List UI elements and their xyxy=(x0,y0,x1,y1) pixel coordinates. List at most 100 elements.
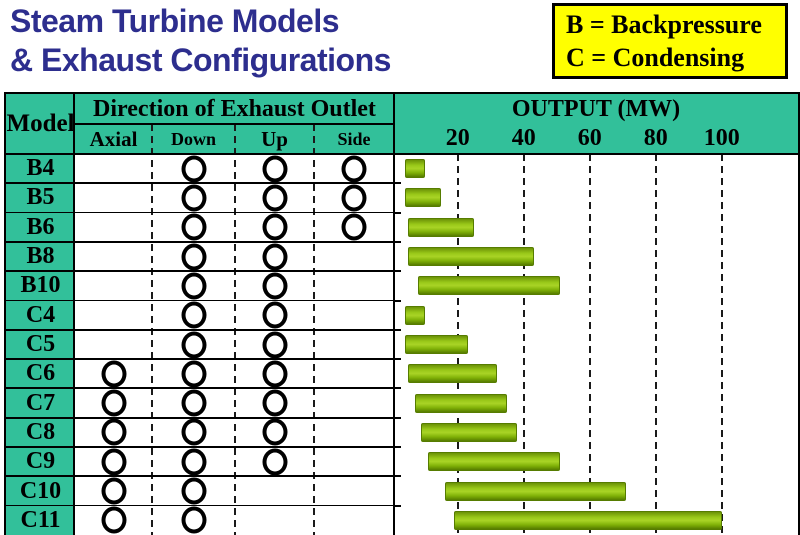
outlet-circle-b5-up xyxy=(262,184,287,212)
outlet-circle-c9-up xyxy=(262,448,287,476)
model-label-b5: B5 xyxy=(26,184,55,211)
model-label-b10: B10 xyxy=(20,272,61,299)
row-boundary-tick xyxy=(394,299,401,302)
output-bar-b8 xyxy=(408,247,534,267)
row-boundary-tick xyxy=(394,270,401,273)
page-title-line1: Steam Turbine Models xyxy=(10,3,340,39)
outlet-circle-c5-up xyxy=(262,331,287,358)
model-label-c8: C8 xyxy=(25,418,56,445)
outlet-circle-c8-up xyxy=(262,418,287,446)
outlet-circle-c8-down xyxy=(181,418,206,446)
row-separator xyxy=(6,387,394,390)
row-separator xyxy=(6,446,394,448)
row-boundary-tick xyxy=(394,387,401,390)
output-bar-b4 xyxy=(404,159,425,179)
output-bar-c5 xyxy=(404,335,468,354)
model-label-c10: C10 xyxy=(19,477,62,504)
output-bar-c4 xyxy=(404,305,425,325)
column-header-axial: Axial xyxy=(89,126,138,151)
row-separator xyxy=(6,299,394,302)
output-chart xyxy=(394,94,798,535)
header-underline xyxy=(6,152,798,155)
model-label-c4: C4 xyxy=(25,301,56,328)
row-boundary-tick xyxy=(394,240,401,243)
output-bar-b6 xyxy=(408,217,475,237)
row-boundary-tick xyxy=(394,182,401,185)
model-label-b8: B8 xyxy=(26,243,55,270)
outlet-circle-c4-down xyxy=(181,301,206,329)
row-boundary-tick xyxy=(394,328,401,331)
axis-tick-60: 60 xyxy=(577,125,602,151)
outlet-circle-c4-up xyxy=(262,301,287,329)
legend-item-backpressure: B = Backpressure xyxy=(566,10,762,39)
output-bar-c7 xyxy=(414,393,508,413)
row-separator xyxy=(6,328,394,331)
column-header-output: OUTPUT (MW) xyxy=(511,96,681,122)
row-boundary-tick xyxy=(394,358,401,361)
row-boundary-tick xyxy=(394,475,401,478)
outlet-circle-c9-down xyxy=(181,448,206,476)
outlet-circle-b5-side xyxy=(341,184,367,212)
row-separator xyxy=(6,182,394,185)
outlet-circle-b6-up xyxy=(262,213,287,241)
column-header-side: Side xyxy=(337,128,371,149)
legend-box: B = Backpressure C = Condensing xyxy=(552,3,788,79)
outlet-circle-b8-down xyxy=(181,243,206,271)
outlet-circle-c7-down xyxy=(181,389,206,417)
outlet-circle-b8-up xyxy=(262,243,287,271)
outlet-circle-b4-down xyxy=(181,155,206,183)
outlet-circle-c9-axial xyxy=(101,448,126,476)
row-boundary-tick xyxy=(394,446,401,449)
axis-tick-100: 100 xyxy=(703,125,740,151)
model-label-c9: C9 xyxy=(25,448,56,475)
gridline-40 xyxy=(522,154,525,535)
page-title-line2: & Exhaust Configurations xyxy=(10,42,391,78)
direction-header-underline xyxy=(75,123,394,125)
model-label-c11: C11 xyxy=(20,506,61,533)
model-label-c6: C6 xyxy=(25,360,56,387)
row-separator xyxy=(6,240,394,243)
row-boundary-tick xyxy=(394,504,401,507)
row-separator xyxy=(6,475,394,478)
chart-column-border xyxy=(392,94,395,535)
column-header-up: Up xyxy=(261,126,288,151)
outlet-circle-c10-down xyxy=(181,477,206,505)
outlet-circle-b6-side xyxy=(341,213,367,241)
output-bar-c11 xyxy=(454,510,722,530)
outlet-circle-b5-down xyxy=(181,184,206,212)
gridline-80 xyxy=(654,154,657,535)
outlet-circle-b6-down xyxy=(181,213,206,241)
outlet-circle-c7-axial xyxy=(101,389,126,417)
outlet-circle-b4-up xyxy=(262,155,287,183)
column-header-direction-group: Direction of Exhaust Outlet xyxy=(93,95,376,122)
model-label-b4: B4 xyxy=(26,155,55,182)
outlet-circle-c10-axial xyxy=(101,477,126,505)
outlet-circle-c8-axial xyxy=(101,418,126,446)
axis-tick-20: 20 xyxy=(445,125,470,151)
row-separator xyxy=(6,504,394,507)
outlet-circle-c6-up xyxy=(262,360,287,388)
outlet-circle-c6-down xyxy=(181,360,206,388)
column-header-model: Model xyxy=(6,110,75,137)
outlet-circle-b10-down xyxy=(181,272,206,300)
axis-tick-80: 80 xyxy=(643,125,668,151)
outlet-circle-c7-up xyxy=(262,389,287,417)
axis-tick-40: 40 xyxy=(511,125,536,151)
row-separator xyxy=(6,270,394,273)
model-column-band xyxy=(6,94,75,535)
model-label-c7: C7 xyxy=(25,389,56,416)
outlet-circle-c5-down xyxy=(181,331,206,358)
gridline-60 xyxy=(588,154,591,535)
output-bar-b5 xyxy=(404,188,442,208)
outlet-circle-b10-up xyxy=(262,272,287,300)
outlet-circle-c11-down xyxy=(181,506,206,534)
output-bar-c9 xyxy=(428,452,560,472)
output-bar-c8 xyxy=(421,422,518,442)
outlet-circle-c6-axial xyxy=(101,360,126,388)
output-bar-b10 xyxy=(418,276,560,296)
outlet-circle-b4-side xyxy=(341,155,367,183)
row-separator xyxy=(6,211,394,214)
page-title: Steam Turbine Models & Exhaust Configura… xyxy=(10,2,391,80)
outlet-circle-c11-axial xyxy=(101,506,126,534)
